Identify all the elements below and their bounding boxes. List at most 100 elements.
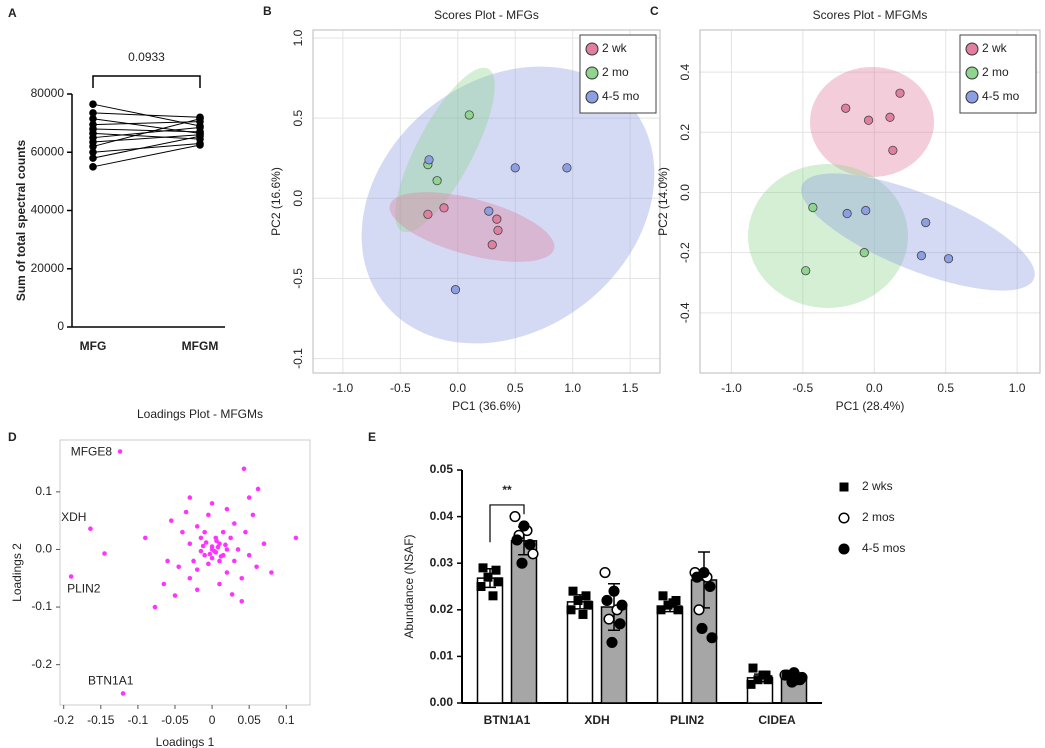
point <box>198 535 204 541</box>
point <box>859 248 869 258</box>
point <box>239 575 245 581</box>
pair-line <box>92 143 201 153</box>
point <box>224 547 230 552</box>
y-tick-label: 0.2 <box>678 124 692 141</box>
chart-title: Scores Plot - MFGMs <box>813 8 928 22</box>
x-axis-label: PC1 (28.4%) <box>836 399 905 413</box>
point <box>232 521 237 526</box>
ellipse <box>801 173 1035 291</box>
point <box>492 214 502 224</box>
point <box>562 163 572 173</box>
point <box>487 240 497 250</box>
point-label: MFGE8 <box>71 445 113 459</box>
point <box>187 575 193 581</box>
chart-title: Loadings Plot - MFGMs <box>137 407 263 421</box>
x-tick-label: -0.5 <box>390 381 411 395</box>
annotation: 0.0933 <box>128 50 165 64</box>
x-axis-label: Loadings 1 <box>156 735 215 748</box>
point <box>842 208 852 219</box>
point <box>217 581 222 587</box>
point <box>921 217 931 228</box>
x-tick-label: 1.0 <box>564 381 581 395</box>
point <box>217 541 222 546</box>
y-tick-label: 20000 <box>31 261 65 275</box>
x-tick-label: MFGM <box>182 339 219 353</box>
point <box>432 176 442 186</box>
y-tick-label: 0.01 <box>430 649 454 663</box>
pair-line <box>92 134 201 143</box>
ellipse <box>361 66 655 344</box>
point <box>583 600 593 610</box>
bar <box>656 606 684 704</box>
ellipse <box>395 67 495 233</box>
point <box>229 592 235 597</box>
dot <box>89 163 97 171</box>
dot <box>89 148 97 157</box>
dot <box>196 132 204 141</box>
x-tick-label: BTN1A1 <box>484 713 531 727</box>
point <box>527 548 539 560</box>
point <box>243 529 248 535</box>
point <box>120 691 126 696</box>
x-tick-label: 0.1 <box>278 713 295 727</box>
plot-frame <box>312 29 661 374</box>
point <box>424 155 434 165</box>
x-axis-label: PC1 (36.6%) <box>452 399 521 413</box>
point <box>246 552 252 558</box>
plot-frame <box>699 29 1041 374</box>
dot <box>89 100 97 108</box>
x-tick-label: -0.1 <box>128 713 149 727</box>
point <box>863 115 874 125</box>
point <box>493 577 503 587</box>
y-tick-label: 60000 <box>31 144 65 158</box>
point <box>194 524 200 529</box>
point <box>183 509 189 515</box>
point <box>763 675 773 685</box>
y-tick-label: -0.1 <box>291 348 305 369</box>
point <box>224 506 230 512</box>
point <box>608 585 620 597</box>
point <box>616 599 628 611</box>
x-tick-label: 0 <box>209 713 216 727</box>
point <box>693 604 705 616</box>
point <box>603 613 615 625</box>
point <box>801 266 811 276</box>
legend-swatch <box>838 512 850 524</box>
panel-letter: E <box>368 430 376 444</box>
panel-letter: B <box>263 4 272 18</box>
point-label: BTN1A1 <box>88 674 134 688</box>
plot-frame <box>59 439 311 706</box>
pair-line <box>92 135 201 159</box>
point <box>255 486 261 492</box>
point <box>202 552 207 558</box>
point <box>943 254 954 264</box>
y-axis-label: Loadings 2 <box>10 543 24 602</box>
y-tick-label: 0.00 <box>430 695 454 709</box>
legend-label: 2 wks <box>862 479 893 493</box>
point <box>885 112 895 122</box>
x-tick-label: 0.5 <box>507 381 524 395</box>
y-tick-label: -0.2 <box>678 242 692 263</box>
x-tick-label: -1.0 <box>333 381 354 395</box>
point <box>478 563 488 573</box>
point <box>102 551 107 556</box>
chart-title: Scores Plot - MFGs <box>434 8 539 22</box>
point <box>656 605 666 615</box>
point <box>704 580 716 593</box>
point <box>180 529 185 535</box>
point <box>518 520 530 532</box>
y-tick-label: 0.0 <box>678 184 692 201</box>
ellipse <box>389 192 555 262</box>
point <box>168 518 174 523</box>
point <box>488 591 498 601</box>
point <box>439 203 449 213</box>
point <box>250 512 256 518</box>
point <box>476 582 486 591</box>
x-tick-label: -0.5 <box>793 381 814 395</box>
y-tick-label: 0.05 <box>430 462 454 476</box>
point <box>606 636 618 648</box>
point <box>614 618 626 630</box>
point <box>483 572 493 582</box>
legend-label: 2 mo <box>982 65 1009 79</box>
